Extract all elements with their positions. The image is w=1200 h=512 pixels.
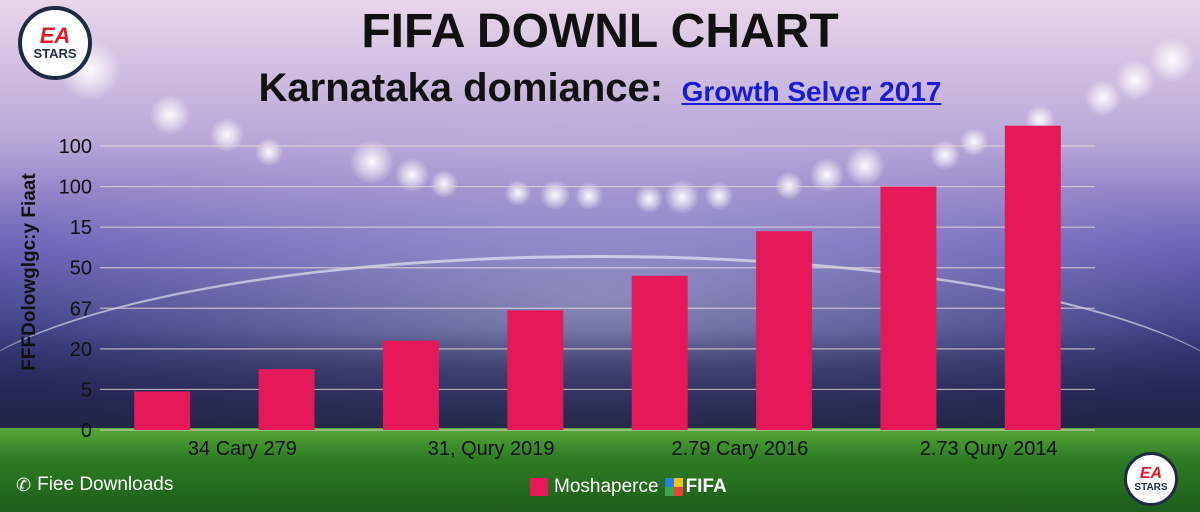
bar <box>880 186 937 430</box>
ea-logo-text: EA <box>1139 464 1163 482</box>
free-downloads[interactable]: ✆ Fiee Downloads <box>16 474 173 496</box>
ea-stars-logo-top: EA STARS <box>18 6 92 80</box>
y-tick-label: 67 <box>70 298 92 320</box>
phone-icon: ✆ <box>16 474 32 495</box>
x-tick-label: 31, Qury 2019 <box>428 438 555 460</box>
free-downloads-label: Fiee Downloads <box>37 474 174 495</box>
y-tick-label: 0 <box>81 420 92 442</box>
y-tick-label: 5 <box>81 379 92 401</box>
stadium-arc <box>0 255 1200 418</box>
ea-logo-text: EA <box>39 23 71 48</box>
stars-logo-text: STARS <box>1134 481 1168 493</box>
y-tick-label: 20 <box>70 339 92 361</box>
chart-title: FIFA DOWNL CHART <box>361 5 839 58</box>
bar <box>631 275 688 430</box>
fifa-label: FIFA <box>685 476 727 497</box>
fifa-logo: FIFA <box>664 476 727 498</box>
fifa-mark-icon <box>664 478 683 496</box>
ea-stars-logo-bottom: EA STARS <box>1124 452 1178 506</box>
subtitle-link[interactable]: Growth Selver 2017 <box>681 76 942 107</box>
x-tick-label: 34 Cary 279 <box>188 438 297 460</box>
bar <box>756 231 813 430</box>
y-tick-label: 100 <box>59 177 92 199</box>
chart-subtitle: Karnataka domiance: <box>258 66 664 110</box>
x-tick-label: 2.73 Qury 2014 <box>920 438 1058 460</box>
y-tick-label: 50 <box>70 258 92 280</box>
y-tick-label: 15 <box>70 217 92 239</box>
pitch-grass <box>0 428 1200 512</box>
bar <box>382 340 439 430</box>
chart-legend: Moshaperce FIFA <box>530 476 727 498</box>
subtitle-row: Karnataka domiance: Growth Selver 2017 <box>0 66 1200 111</box>
y-tick-label: 100 <box>59 136 92 158</box>
bar <box>134 391 191 430</box>
bar <box>258 369 315 430</box>
legend-swatch <box>530 478 548 496</box>
bar <box>1004 125 1061 430</box>
legend-label: Moshaperce <box>554 476 659 497</box>
bar <box>507 310 564 430</box>
stadium-crowd <box>0 330 1200 430</box>
x-tick-label: 2.79 Cary 2016 <box>671 438 808 460</box>
stars-logo-text: STARS <box>33 46 77 61</box>
